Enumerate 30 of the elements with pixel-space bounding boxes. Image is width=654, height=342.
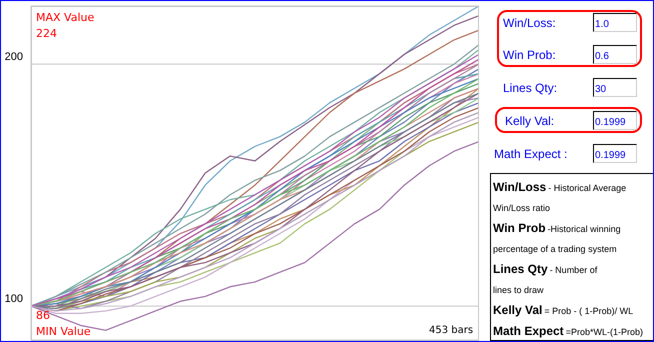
- text: - Number of: [550, 265, 598, 275]
- text: Kelly Val: [493, 303, 542, 317]
- text: Math Expect: [493, 324, 564, 338]
- text: Win/Loss ratio: [493, 202, 552, 215]
- text: Kelly Val:: [505, 114, 554, 128]
- text: = Prob - ( 1-Prob)/ WL: [544, 306, 634, 316]
- y-tick-label: 200: [4, 50, 23, 63]
- text: lines to draw: [493, 284, 545, 297]
- text: percentage of a trading system: [493, 243, 618, 256]
- text-field: 30: [593, 78, 637, 97]
- text: Win/Loss:: [503, 16, 556, 30]
- text-field: 0.6: [593, 45, 637, 64]
- annotation: MAX Value: [36, 11, 94, 24]
- text-field: 0.1999: [593, 111, 637, 130]
- text: Win/Loss: [493, 180, 546, 194]
- text: -Historical winning: [548, 224, 621, 234]
- text: Win Prob: [493, 221, 546, 235]
- text: Lines Qty:: [503, 81, 558, 95]
- text: Win Prob:: [503, 48, 556, 62]
- text: Math Expect :: [494, 147, 568, 161]
- y-tick-label: 100: [4, 293, 23, 306]
- annotation: 453 bars: [429, 325, 474, 336]
- text-field: 0.1999: [593, 144, 637, 163]
- text: - Historical Average: [548, 183, 626, 193]
- annotation: 224: [36, 27, 57, 40]
- annotation: 86: [36, 309, 50, 322]
- annotation: MIN Value: [36, 325, 91, 338]
- text: Lines Qty: [493, 262, 548, 276]
- text: =Prob*WL-(1-Prob): [566, 327, 643, 337]
- text-field: 1.0: [593, 13, 637, 32]
